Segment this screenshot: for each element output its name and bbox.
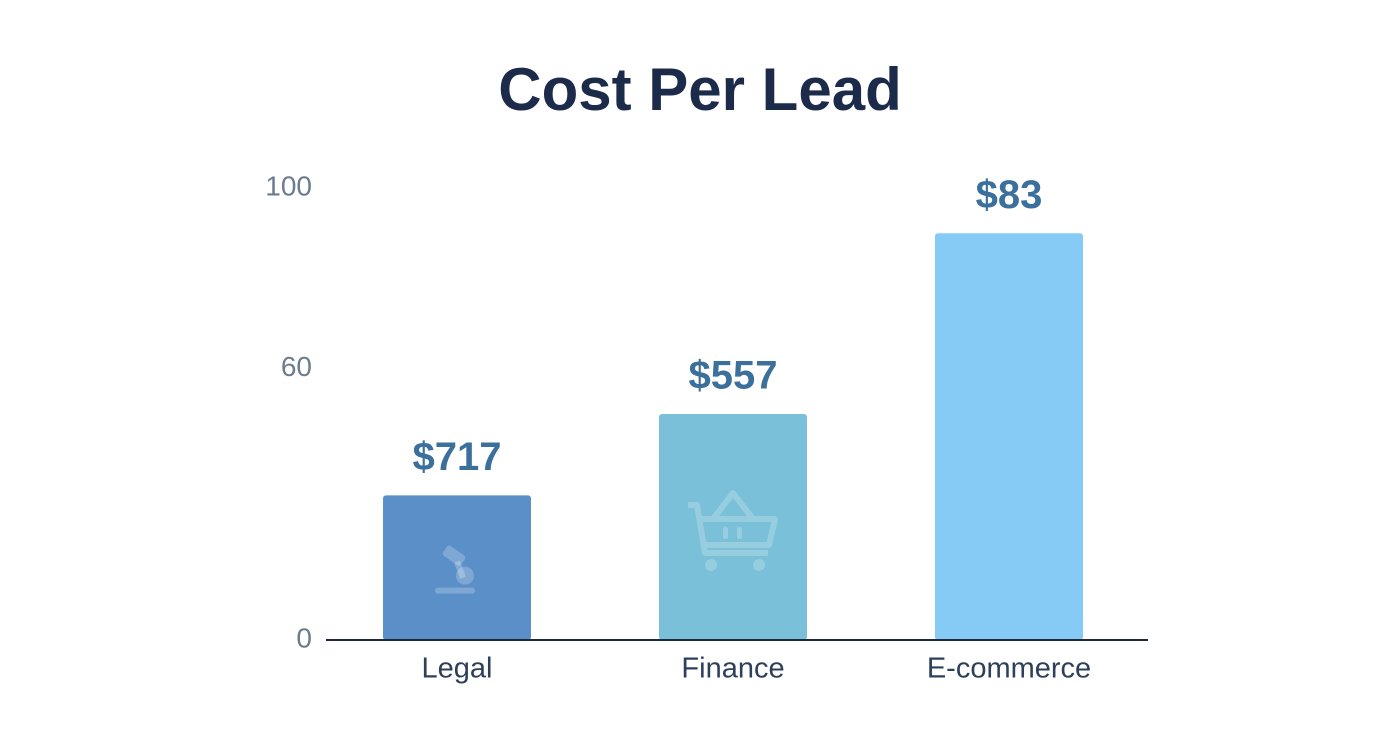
bar <box>383 495 531 640</box>
x-tick-label: E-commerce <box>927 653 1091 685</box>
icon-part <box>456 566 474 585</box>
bar-icon <box>435 545 475 594</box>
bar <box>659 414 807 640</box>
bar <box>935 233 1083 640</box>
value-label: $717 <box>413 435 502 479</box>
icon-part <box>753 559 765 571</box>
icon-part <box>435 587 475 594</box>
icon-part <box>688 490 778 556</box>
icon-part <box>442 545 466 566</box>
y-tick-label: 0 <box>296 622 312 653</box>
x-tick-label: Legal <box>422 653 493 685</box>
icon-part <box>737 527 742 539</box>
icon-part <box>705 559 717 571</box>
y-tick-label: 100 <box>265 170 312 201</box>
value-label: $83 <box>976 173 1043 217</box>
x-tick-label: Finance <box>681 653 784 685</box>
icon-part <box>723 527 728 539</box>
chart-title: Cost Per Lead <box>498 56 901 123</box>
bar-icon <box>688 490 778 571</box>
value-label: $557 <box>689 354 778 398</box>
y-tick-label: 60 <box>281 351 312 382</box>
icon-part <box>454 560 466 579</box>
